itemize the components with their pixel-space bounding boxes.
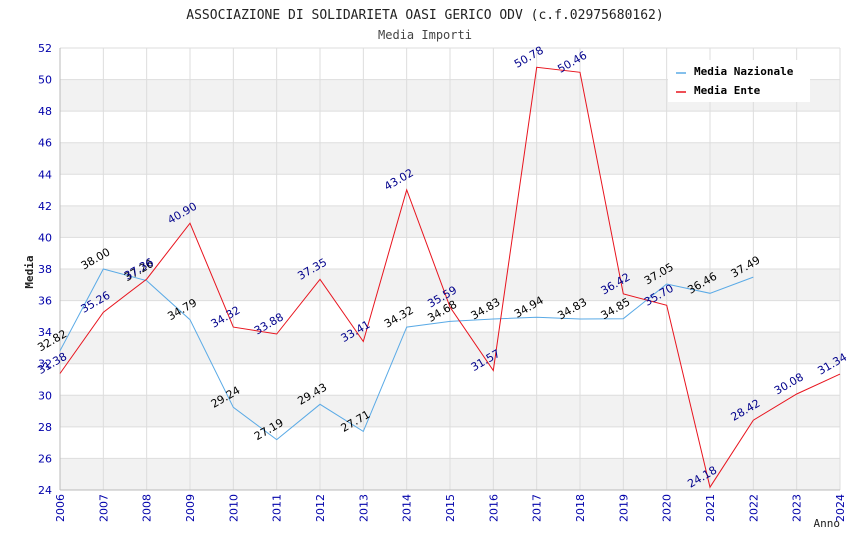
y-tick-label: 42 bbox=[38, 200, 52, 213]
axes bbox=[59, 48, 840, 491]
series-line-media-ente bbox=[59, 66, 841, 489]
y-tick-label: 48 bbox=[38, 105, 52, 118]
y-axis-label: Media bbox=[23, 255, 36, 288]
y-tick-label: 46 bbox=[38, 137, 52, 150]
chart-subtitle: Media Importi bbox=[378, 28, 472, 42]
y-tick-label: 28 bbox=[38, 421, 52, 434]
x-tick-label: 2021 bbox=[704, 494, 717, 522]
x-tick-labels: 2006 2007 2008 2009 2010 2011 2012 2013 2014 2015… bbox=[54, 494, 847, 522]
y-tick-label: 40 bbox=[38, 231, 52, 244]
x-tick-label: 2023 bbox=[791, 494, 804, 522]
y-tick-label: 44 bbox=[38, 168, 52, 181]
x-tick-label: 2013 bbox=[357, 494, 370, 522]
x-tick-label: 2020 bbox=[661, 494, 674, 522]
y-tick-label: 34 bbox=[38, 326, 52, 339]
x-tick-label: 2016 bbox=[487, 494, 500, 522]
y-tick-label: 38 bbox=[38, 263, 52, 276]
y-tick-label: 24 bbox=[38, 484, 52, 497]
legend-label-media-ente: Media Ente bbox=[694, 84, 761, 97]
x-tick-label: 2024 bbox=[834, 494, 847, 522]
y-tick-labels: 24 26 28 30 32 34 36 38 40 42 44 46 48 50 52 bbox=[38, 42, 52, 497]
x-tick-label: 2011 bbox=[271, 494, 284, 522]
x-tick-label: 2019 bbox=[617, 494, 630, 522]
chart-title: ASSOCIAZIONE DI SOLIDARIETA OASI GERICO … bbox=[186, 8, 663, 23]
y-tick-label: 50 bbox=[38, 74, 52, 87]
y-tick-label: 36 bbox=[38, 295, 52, 308]
legend: Media Nazionale Media Ente bbox=[668, 60, 810, 102]
x-tick-label: 2012 bbox=[314, 494, 327, 522]
legend-label-media-nazionale: Media Nazionale bbox=[694, 65, 794, 78]
y-tick-label: 32 bbox=[38, 358, 52, 371]
x-tick-label: 2014 bbox=[401, 494, 414, 522]
x-tick-label: 2007 bbox=[97, 494, 110, 522]
legend-box bbox=[668, 60, 810, 102]
x-tick-label: 2015 bbox=[444, 494, 457, 522]
gridlines bbox=[59, 47, 841, 491]
series-line-media-nazionale bbox=[59, 268, 754, 441]
x-tick-label: 2018 bbox=[574, 494, 587, 522]
x-tick-label: 2017 bbox=[531, 494, 544, 522]
x-tick-label: 2009 bbox=[184, 494, 197, 522]
x-tick-label: 2010 bbox=[227, 494, 240, 522]
x-tick-label: 2022 bbox=[747, 494, 760, 522]
y-tick-label: 30 bbox=[38, 389, 52, 402]
x-tick-label: 2006 bbox=[54, 494, 67, 522]
series-lines bbox=[59, 66, 841, 489]
y-tick-label: 52 bbox=[38, 42, 52, 55]
x-tick-label: 2008 bbox=[141, 494, 154, 522]
x-axis-label: Anno bbox=[814, 517, 841, 530]
y-tick-label: 26 bbox=[38, 452, 52, 465]
